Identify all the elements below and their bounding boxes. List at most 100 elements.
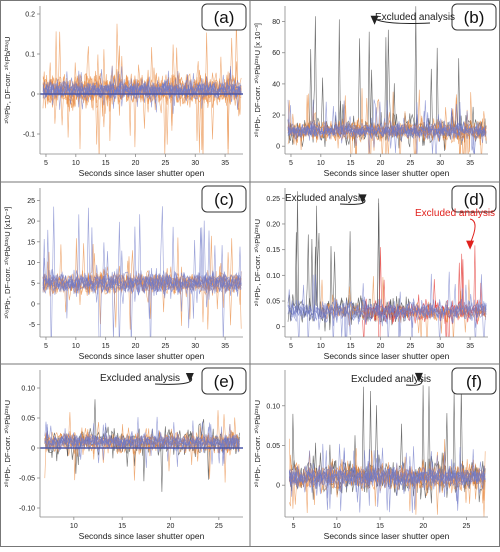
x-tick-label: 10 — [333, 523, 341, 530]
y-tick-label: 25 — [27, 198, 35, 205]
y-axis-label: ²⁰⁸Pb-, DF-corr. ²⁰⁶Pb/²³⁸U [x10⁻³] — [3, 207, 12, 319]
blue-trace — [287, 293, 487, 337]
panel-label-box — [201, 367, 247, 395]
y-axis-label: ²⁰⁸Pb-, DF-corr. ²⁰⁶Pb/²³⁸U — [3, 36, 12, 123]
y-tick-label: 0.10 — [21, 386, 35, 393]
panel-label-box — [451, 367, 497, 395]
panel-label-box — [201, 3, 247, 31]
x-axis-label: Seconds since laser shutter open — [324, 531, 450, 541]
y-tick-label: 0.15 — [266, 247, 280, 254]
x-axis-label: Seconds since laser shutter open — [324, 168, 450, 178]
panel-b: 5 10 15 20 25 30 35 0 20 40 60 80 Seconds since lase… — [253, 3, 497, 178]
panel-label-box — [451, 185, 497, 213]
panel-label: (e) — [214, 372, 235, 391]
blue-trace — [44, 423, 240, 455]
x-tick-label: 35 — [466, 343, 474, 350]
x-tick-label: 15 — [347, 160, 355, 167]
y-tick-label: 0.20 — [266, 221, 280, 228]
y-tick-label: 0 — [276, 324, 280, 331]
y-tick-label: 0 — [31, 92, 35, 99]
y-tick-label: 0.05 — [21, 416, 35, 423]
panel-label-box — [451, 3, 497, 31]
y-tick-label: 0.10 — [266, 403, 280, 410]
x-axis-label: Seconds since laser shutter open — [324, 351, 450, 361]
excluded-analysis-annotation: Excluded analysis — [100, 373, 180, 384]
x-tick-label: 15 — [118, 523, 126, 530]
x-tick-label: 25 — [406, 160, 414, 167]
y-tick-label: 40 — [272, 81, 280, 88]
x-axis-label: Seconds since laser shutter open — [79, 168, 205, 178]
annotation-arrowhead — [466, 240, 475, 250]
x-tick-label: 15 — [376, 523, 384, 530]
panel-label: (a) — [214, 8, 235, 27]
blue-trace — [42, 229, 242, 329]
y-tick-label: 0.25 — [266, 196, 280, 203]
blue-trace — [287, 274, 487, 337]
y-axis-label: ²⁰⁸Pb-, DF-corr. ²⁰⁶Pb/²³⁸U — [3, 400, 12, 487]
x-tick-label: 20 — [377, 343, 385, 350]
x-tick-label: 10 — [72, 160, 80, 167]
y-tick-label: 80 — [272, 19, 280, 26]
blue-trace — [44, 421, 240, 464]
panel-label: (b) — [464, 8, 485, 27]
x-tick-label: 30 — [436, 343, 444, 350]
annotation-arrowhead — [370, 15, 379, 25]
y-axis-label: ²⁰⁸Pb-, DF-corr. ²⁰⁶Pb/²³⁸U — [253, 400, 262, 487]
x-tick-label: 35 — [466, 160, 474, 167]
panel-a: 5 10 15 20 25 30 35 -0.1 0 0.1 0.2 Seconds since la… — [3, 3, 247, 178]
y-tick-label: -0.1 — [23, 132, 35, 139]
x-tick-label: 5 — [289, 343, 293, 350]
y-tick-label: -5 — [29, 322, 35, 329]
blue-trace — [42, 65, 242, 110]
panel-label: (c) — [214, 190, 234, 209]
annotation-arrowhead — [358, 194, 367, 204]
x-tick-label: 10 — [70, 523, 78, 530]
x-axis-label: Seconds since laser shutter open — [79, 531, 205, 541]
excluded-analysis-annotation: Excluded analysis — [415, 208, 495, 219]
x-tick-label: 15 — [102, 343, 110, 350]
x-tick-label: 20 — [377, 160, 385, 167]
x-tick-label: 5 — [44, 343, 48, 350]
x-tick-label: 30 — [436, 160, 444, 167]
blue-trace — [287, 110, 487, 144]
y-tick-label: 0 — [276, 483, 280, 490]
y-tick-label: 0.10 — [266, 273, 280, 280]
x-tick-label: 35 — [221, 343, 229, 350]
panel-label-box — [201, 185, 247, 213]
y-tick-label: 0 — [276, 144, 280, 151]
excluded-analysis-annotation: Excluded analysis — [351, 374, 431, 385]
y-tick-label: -0.05 — [19, 476, 35, 483]
x-tick-label: 5 — [292, 523, 296, 530]
x-tick-label: 30 — [191, 160, 199, 167]
y-tick-label: 60 — [272, 50, 280, 57]
excluded-analysis-annotation: Excluded analysis — [375, 12, 455, 23]
panel-label: (f) — [466, 372, 482, 391]
x-tick-label: 20 — [132, 343, 140, 350]
y-tick-label: 15 — [27, 239, 35, 246]
x-tick-label: 10 — [72, 343, 80, 350]
y-axis-label: ²⁰⁸Pb-, DF-corr. ²⁰⁶Pb/²³⁸U — [253, 219, 262, 306]
x-tick-label: 25 — [161, 343, 169, 350]
x-tick-label: 30 — [191, 343, 199, 350]
y-tick-label: 0.1 — [25, 52, 35, 59]
x-tick-label: 15 — [347, 343, 355, 350]
y-axis-label: ²⁰⁸Pb-, DF-corr. ²⁰⁶Pb/²³⁸U [x 10⁻³] — [253, 23, 262, 137]
y-tick-label: 20 — [272, 113, 280, 120]
annotation-arrowhead — [185, 373, 194, 382]
x-tick-label: 5 — [289, 160, 293, 167]
x-tick-label: 25 — [463, 523, 471, 530]
x-tick-label: 10 — [317, 343, 325, 350]
x-tick-label: 35 — [221, 160, 229, 167]
panel-f: 5 10 15 20 25 0 0.05 0.10 Seconds since laser sh… — [253, 367, 497, 541]
blue-trace — [42, 250, 242, 337]
orange-trace — [289, 438, 486, 507]
panel-e: 10 15 20 25 -0.10 -0.05 0 0.05 0.10 Seconds since… — [3, 367, 247, 541]
x-tick-label: 15 — [102, 160, 110, 167]
orange-trace — [42, 262, 242, 323]
annotation-arrowhead — [414, 372, 423, 382]
y-tick-label: 20 — [27, 219, 35, 226]
orange-trace — [42, 238, 242, 330]
